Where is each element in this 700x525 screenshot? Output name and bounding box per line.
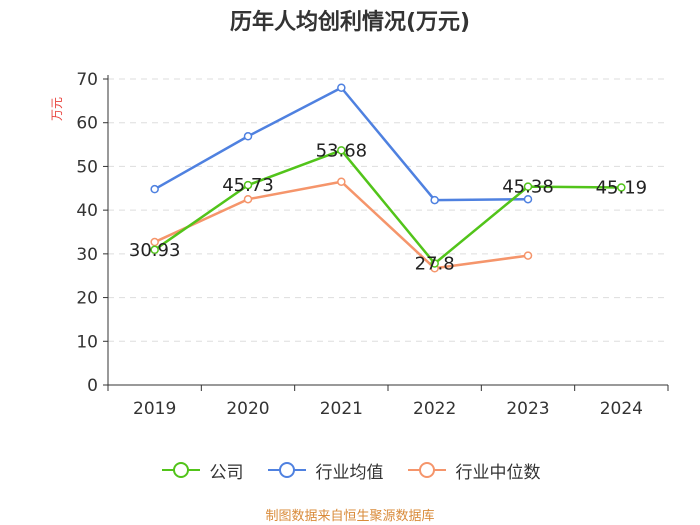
- legend-label: 公司: [209, 462, 244, 483]
- series: [150, 83, 626, 273]
- y-tick-label: 10: [76, 332, 98, 352]
- data-point-1-0: [150, 184, 159, 194]
- y-tick-label: 60: [76, 114, 98, 134]
- data-point-1-1: [243, 132, 253, 141]
- data-point-2-4: [523, 251, 533, 260]
- x-tick-label-2022: 2022: [413, 399, 456, 419]
- data-label-4: 45.38: [502, 177, 554, 198]
- y-tick-label: 0: [87, 376, 98, 396]
- x-tick-label-2021: 2021: [320, 399, 363, 419]
- data-point-0-4: [523, 182, 533, 191]
- data-label-3: 27.8: [415, 253, 455, 274]
- data-point-0-5: [617, 183, 626, 192]
- legend-label: 行业均值: [315, 462, 384, 483]
- legend-item-1[interactable]: 行业均值: [266, 458, 384, 483]
- y-axis-label: 万元: [50, 97, 64, 121]
- data-label-1: 45.73: [222, 175, 274, 196]
- data-labels: 30.93 45.73 53.68 27.8 45.38 45.19: [129, 140, 647, 274]
- data-point-2-1: [243, 194, 253, 204]
- y-tick-label: 40: [76, 201, 98, 221]
- legend-label: 行业中位数: [455, 462, 541, 483]
- data-label-5: 45.19: [596, 177, 648, 198]
- series-line-2: [154, 180, 529, 270]
- data-label-2: 53.68: [316, 140, 368, 161]
- data-point-2-2: [337, 177, 346, 186]
- legend-marker-icon: [161, 462, 200, 478]
- series-line-0: [153, 149, 622, 265]
- y-tick-label: 50: [76, 157, 98, 177]
- grid-lines: [108, 78, 668, 342]
- axes: 0 10 20 30 40 50 60 70 2019 2020 2021 2022 2023 2024 万…: [50, 70, 669, 419]
- data-point-0-1: [243, 180, 253, 190]
- legend-marker-icon: [407, 462, 446, 478]
- legend-item-2[interactable]: 行业中位数: [406, 458, 541, 483]
- data-point-0-0: [150, 245, 159, 255]
- x-tick-label-2023: 2023: [506, 399, 549, 419]
- data-point-1-2: [337, 83, 346, 92]
- legend-marker-icon: [267, 462, 306, 478]
- data-label-0: 30.93: [129, 240, 181, 261]
- data-point-1-3: [430, 195, 439, 205]
- x-tick-label-2019: 2019: [133, 399, 176, 419]
- legend-item-0[interactable]: 公司: [160, 458, 244, 483]
- data-point-0-2: [337, 146, 346, 155]
- data-point-0-3: [430, 259, 439, 268]
- x-tick-label-2024: 2024: [600, 399, 643, 419]
- x-tick-label-2020: 2020: [226, 399, 269, 419]
- y-tick-label: 30: [76, 245, 98, 265]
- legend: 公司 行业均值 行业中位数: [0, 455, 700, 485]
- y-tick-label: 20: [76, 289, 98, 309]
- data-point-1-4: [523, 194, 533, 204]
- source-note: 制图数据来自恒生聚源数据库: [265, 509, 435, 524]
- y-tick-label: 70: [76, 70, 98, 90]
- chart-title: 历年人均创利情况(万元): [229, 10, 471, 35]
